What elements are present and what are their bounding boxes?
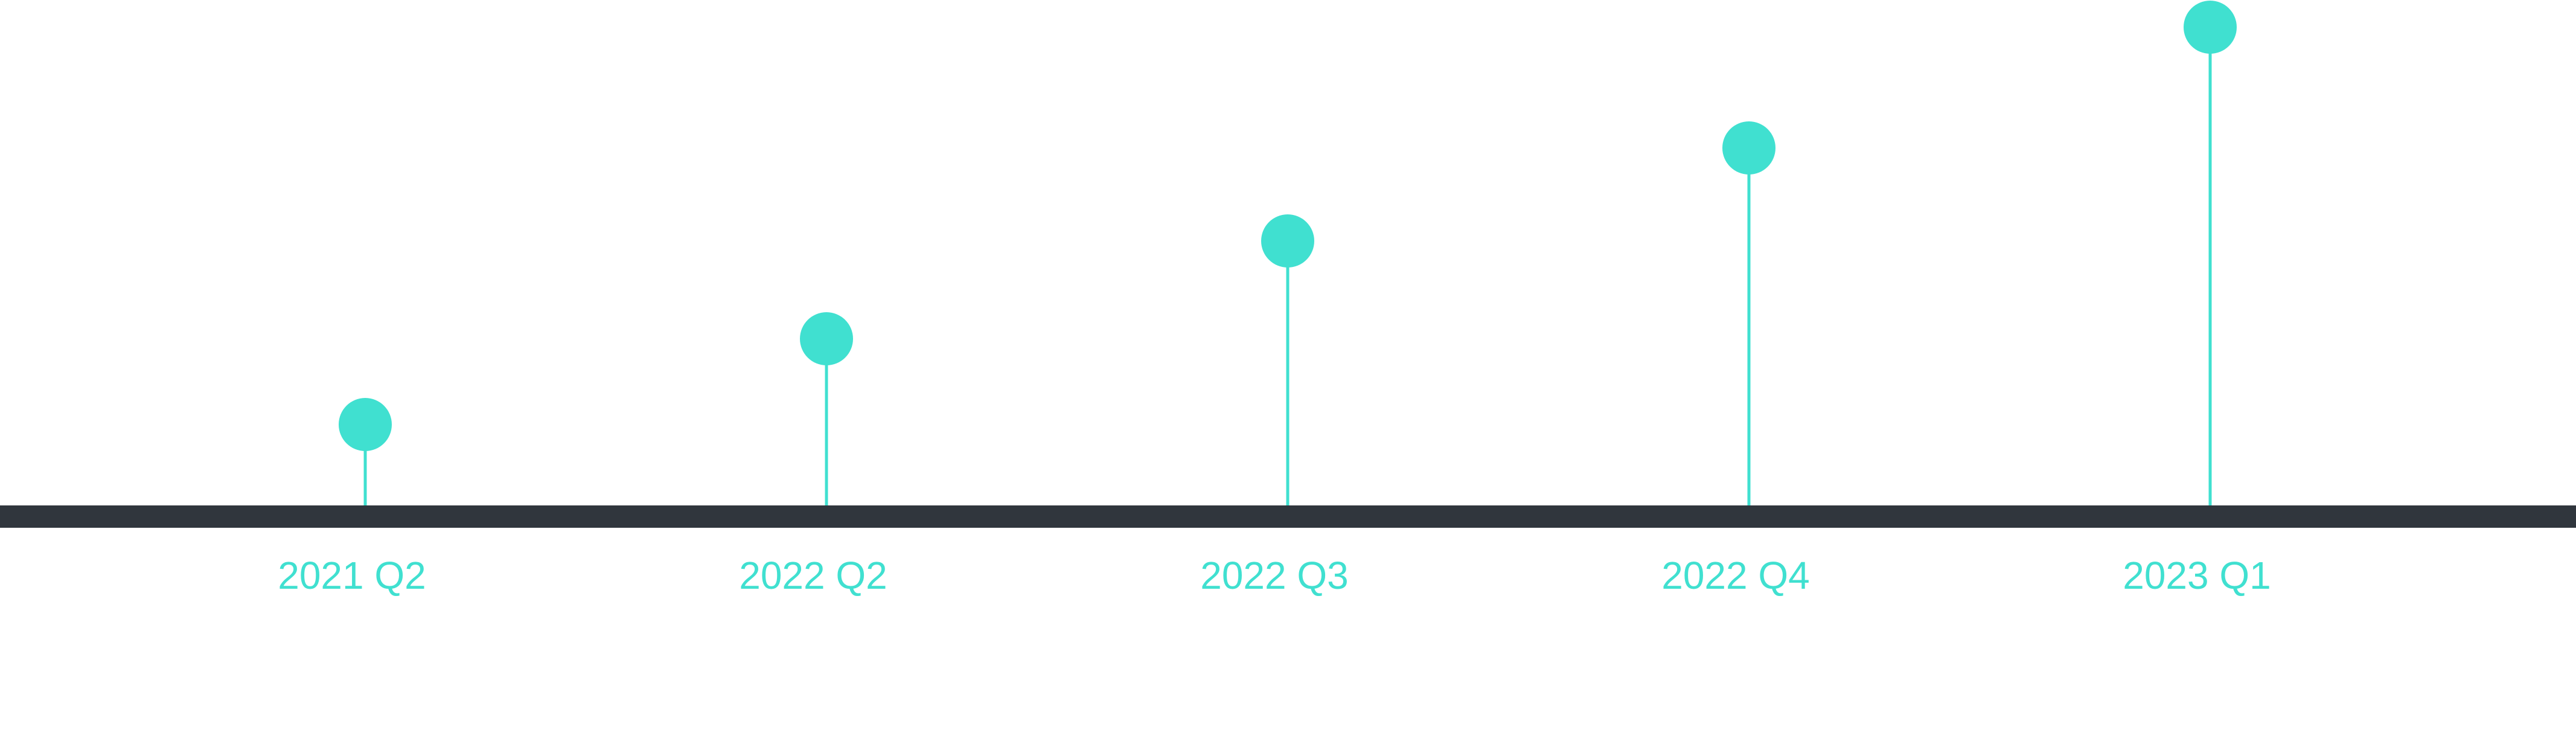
milestone-marker <box>2184 1 2237 54</box>
timeline-axis-bar <box>0 505 2576 528</box>
milestone-marker <box>339 398 392 451</box>
milestone-label: 2023 Q1 <box>2123 554 2271 597</box>
milestone-marker <box>800 312 853 365</box>
milestone-group: 2021 Q2 2022 Q2 2022 Q3 2022 Q4 2023 Q1 <box>278 1 2271 597</box>
milestone-label: 2022 Q3 <box>1200 554 1349 597</box>
milestone-marker <box>1722 121 1775 175</box>
milestone-label: 2021 Q2 <box>278 554 426 597</box>
milestone-marker <box>1261 214 1314 268</box>
milestone-label: 2022 Q2 <box>739 554 887 597</box>
milestone-label: 2022 Q4 <box>1661 554 1810 597</box>
